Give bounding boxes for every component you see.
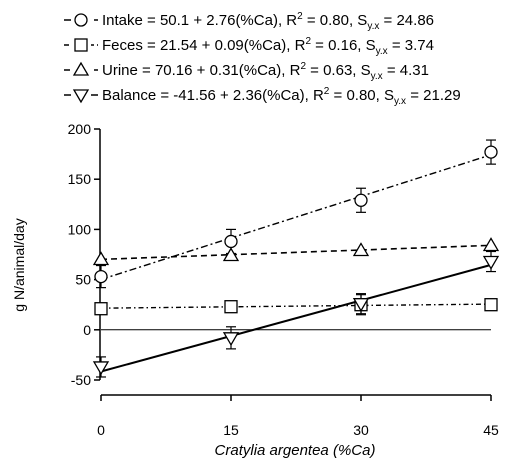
regression-lines: [100, 154, 492, 373]
legend-marker-square: [74, 38, 88, 52]
legend-r2-value: = 0.80, S: [329, 87, 394, 104]
legend-marker-triangle-up: [72, 61, 90, 76]
regression-line-balance: [100, 263, 492, 373]
legend-equation: Urine = 70.16 + 0.31(%Ca), R: [102, 62, 301, 79]
x-tick-label: 15: [223, 422, 239, 438]
data-point-feces: [224, 300, 238, 314]
data-point-feces: [484, 298, 498, 312]
data-point-intake: [94, 269, 108, 284]
legend-equation: Balance = -41.56 + 2.36(%Ca), R: [102, 87, 324, 104]
legend-syx-value: = 24.86: [379, 12, 434, 29]
data-point-urine: [482, 237, 500, 252]
legend-equation: Feces = 21.54 + 0.09(%Ca), R: [102, 37, 306, 54]
legend-syx-value: = 3.74: [388, 37, 434, 54]
regression-line-feces: [100, 303, 492, 309]
data-point-urine: [352, 242, 370, 257]
data-point-intake: [484, 145, 498, 159]
legend-syx-value: = 4.31: [383, 62, 429, 79]
legend-label: Intake = 50.1 + 2.76(%Ca), R2 = 0.80, Sy…: [102, 11, 434, 32]
legend-syx-subscript: y.x: [367, 21, 379, 32]
x-tick-label: 30: [353, 422, 369, 438]
legend-item-feces: Feces = 21.54 + 0.09(%Ca), R2 = 0.16, Sy…: [64, 36, 434, 57]
legend-item-balance: Balance = -41.56 + 2.36(%Ca), R2 = 0.80,…: [64, 86, 461, 107]
y-tick-label: 200: [68, 121, 92, 137]
data-point-balance: [92, 361, 110, 376]
x-tick-label: 45: [483, 422, 499, 438]
legend-r2-exponent: 2: [300, 61, 306, 72]
legend-label: Balance = -41.56 + 2.36(%Ca), R2 = 0.80,…: [102, 86, 461, 107]
data-point-balance: [352, 298, 370, 312]
regression-line-urine: [100, 244, 492, 261]
data-point-balance: [222, 332, 240, 347]
legend-marker-triangle-down: [72, 89, 90, 104]
y-axis-label: g N/animal/day: [11, 218, 27, 311]
legend-item-urine: Urine = 70.16 + 0.31(%Ca), R2 = 0.63, Sy…: [64, 61, 429, 82]
legend-syx-subscript: y.x: [394, 96, 406, 107]
legend-item-intake: Intake = 50.1 + 2.76(%Ca), R2 = 0.80, Sy…: [64, 11, 434, 32]
legend-marker-circle: [74, 13, 88, 27]
y-tick-label: 0: [83, 322, 91, 338]
data-point-feces: [94, 302, 108, 316]
data-point-urine: [92, 251, 110, 266]
legend-label: Urine = 70.16 + 0.31(%Ca), R2 = 0.63, Sy…: [102, 61, 429, 82]
y-tick-label: 100: [68, 221, 92, 237]
data-markers: [92, 139, 500, 378]
data-point-intake: [224, 234, 238, 249]
legend-r2-exponent: 2: [297, 11, 303, 22]
legend-equation: Intake = 50.1 + 2.76(%Ca), R: [102, 12, 297, 29]
legend-r2-value: = 0.80, S: [303, 12, 368, 29]
x-tick-label: 0: [97, 422, 105, 438]
axes: -50 0 50 100 150 200 0 15 30 45: [68, 121, 499, 438]
legend-label: Feces = 21.54 + 0.09(%Ca), R2 = 0.16, Sy…: [102, 36, 434, 57]
data-point-urine: [222, 247, 240, 262]
x-axis-label: Cratylia argentea (%Ca): [215, 442, 376, 459]
data-point-intake: [354, 193, 368, 207]
y-tick-label: 150: [68, 171, 92, 187]
legend-r2-exponent: 2: [324, 86, 330, 97]
legend-syx-subscript: y.x: [371, 71, 383, 82]
y-tick-label: -50: [71, 372, 91, 388]
legend-r2-value: = 0.63, S: [306, 62, 371, 79]
legend: Intake = 50.1 + 2.76(%Ca), R2 = 0.80, Sy…: [64, 11, 461, 107]
y-tick-label: 50: [75, 272, 91, 288]
legend-syx-value: = 21.29: [406, 87, 461, 104]
data-point-balance: [482, 255, 500, 270]
regression-line-intake: [100, 154, 492, 281]
legend-r2-value: = 0.16, S: [311, 37, 376, 54]
legend-syx-subscript: y.x: [376, 46, 388, 57]
legend-r2-exponent: 2: [305, 36, 311, 47]
